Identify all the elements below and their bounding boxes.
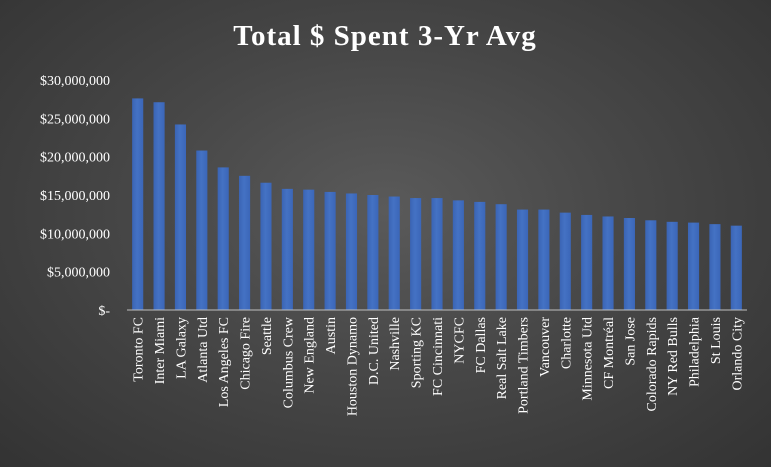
bar — [730, 225, 742, 310]
x-tick-label: NY Red Bulls — [666, 317, 681, 396]
x-tick-label: Chicago Fire — [239, 317, 254, 390]
x-tick-label: St Louis — [709, 317, 724, 364]
bar — [260, 182, 272, 310]
y-tick-label: $20,000,000 — [40, 151, 110, 166]
bar — [239, 175, 251, 310]
x-axis-ticks: Toronto FC Inter Miami LA Galaxy Atlanta Ut… — [132, 316, 746, 416]
bar — [474, 201, 486, 310]
bar — [538, 209, 550, 310]
bar — [153, 102, 165, 310]
x-tick-label: Portland Timbers — [517, 317, 532, 414]
bar — [516, 209, 529, 310]
bar — [196, 150, 208, 310]
bar — [217, 167, 229, 310]
x-tick-label: NYCFC — [452, 317, 467, 364]
x-tick-label: Columbus Crew — [281, 316, 296, 408]
y-tick-label: $30,000,000 — [40, 74, 110, 89]
x-tick-label: FC Cincinnati — [431, 317, 446, 396]
bar — [709, 224, 721, 310]
x-tick-label: FC Dallas — [474, 317, 489, 373]
bar — [623, 218, 635, 310]
x-tick-label: San Jose — [623, 317, 638, 366]
x-tick-label: Seattle — [260, 317, 275, 355]
bar — [602, 216, 614, 310]
x-tick-label: Inter Miami — [153, 317, 168, 384]
x-tick-label: Real Salt Lake — [495, 317, 510, 399]
bar — [367, 195, 379, 310]
x-tick-label: Minnesota Utd — [581, 317, 596, 401]
x-tick-label: Toronto FC — [132, 317, 147, 382]
x-tick-label: D.C. United — [367, 317, 382, 385]
x-tick-label: Philadelphia — [688, 316, 703, 387]
bar — [303, 189, 315, 310]
bar — [452, 200, 464, 310]
x-tick-label: Charlotte — [559, 317, 574, 369]
y-axis-ticks: $- $5,000,000 $10,000,000 $15,000,000 $20,00… — [40, 74, 110, 319]
bar — [666, 221, 678, 310]
x-tick-label: Vancouver — [538, 317, 553, 377]
y-tick-label: $25,000,000 — [40, 112, 110, 127]
y-tick-label: $5,000,000 — [47, 266, 110, 281]
x-tick-label: Atlanta Utd — [196, 317, 211, 383]
bar — [174, 124, 187, 310]
bar — [324, 191, 336, 310]
x-tick-label: Sporting KC — [410, 317, 425, 388]
bar — [345, 193, 358, 310]
y-tick-label: $10,000,000 — [40, 227, 110, 242]
bar — [132, 98, 144, 311]
x-tick-label: Austin — [324, 317, 339, 354]
bar — [581, 214, 593, 310]
bar — [495, 204, 507, 310]
bar — [281, 188, 293, 310]
x-tick-label: CF Montréal — [602, 317, 617, 389]
bar — [431, 198, 443, 310]
x-tick-label: Colorado Rapids — [645, 317, 660, 412]
x-tick-label: New England — [303, 317, 318, 394]
bar — [645, 220, 657, 310]
chart-title: Total $ Spent 3-Yr Avg — [233, 20, 536, 52]
bar — [687, 222, 700, 310]
x-tick-label: Orlando City — [730, 317, 745, 391]
x-tick-label: LA Galaxy — [174, 317, 189, 379]
y-tick-label: $- — [98, 304, 110, 319]
bar — [388, 196, 400, 310]
x-tick-label: Nashville — [388, 317, 403, 371]
y-tick-label: $15,000,000 — [40, 189, 110, 204]
x-tick-label: Houston Dynamo — [345, 317, 360, 416]
x-tick-label: Los Angeles FC — [217, 317, 232, 407]
bar — [410, 198, 422, 310]
bars — [132, 98, 742, 311]
bar — [559, 212, 571, 310]
